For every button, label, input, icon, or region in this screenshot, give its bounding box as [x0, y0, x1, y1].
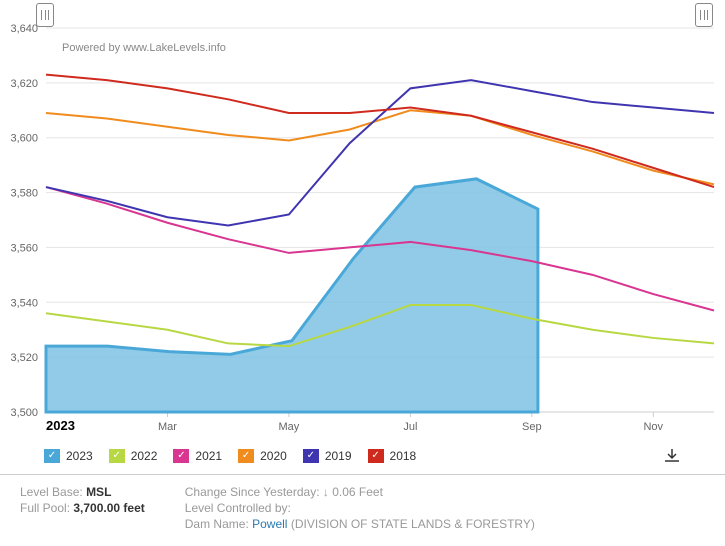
svg-text:3,560: 3,560	[10, 242, 38, 254]
range-handle-left[interactable]	[36, 3, 54, 27]
svg-text:3,640: 3,640	[10, 23, 38, 35]
legend-label: 2022	[131, 449, 158, 463]
powered-by-label: Powered by www.LakeLevels.info	[62, 42, 226, 54]
legend-swatch: ✓	[303, 449, 319, 463]
legend-label: 2019	[325, 449, 352, 463]
legend-label: 2021	[195, 449, 222, 463]
chart-svg: 3,500 3,520 3,540 3,560 3,580 3,600 3,620 3,640…	[0, 0, 725, 440]
series-line-2020	[46, 110, 714, 184]
legend-item-2022[interactable]: ✓ 2022	[109, 449, 158, 463]
legend-swatch: ✓	[44, 449, 60, 463]
check-icon: ✓	[113, 451, 121, 461]
svg-text:Mar: Mar	[158, 421, 177, 433]
change-arrow-icon: ↓	[323, 485, 329, 499]
change-value: 0.06 Feet	[332, 485, 383, 499]
svg-text:Sep: Sep	[522, 421, 542, 433]
series-line-2019	[46, 80, 714, 225]
svg-text:3,580: 3,580	[10, 188, 38, 200]
check-icon: ✓	[177, 451, 185, 461]
svg-text:May: May	[279, 421, 300, 433]
check-icon: ✓	[48, 451, 56, 461]
legend-item-2019[interactable]: ✓ 2019	[303, 449, 352, 463]
controlled-label: Level Controlled by:	[185, 501, 291, 515]
dam-link[interactable]: Powell	[252, 517, 287, 531]
series-line-2018	[46, 75, 714, 187]
download-icon[interactable]	[663, 448, 681, 464]
full-pool-label: Full Pool:	[20, 501, 70, 515]
full-pool-value: 3,700.00 feet	[73, 501, 144, 515]
change-label: Change Since Yesterday:	[185, 485, 320, 499]
legend-swatch: ✓	[109, 449, 125, 463]
legend-swatch: ✓	[238, 449, 254, 463]
legend-label: 2018	[390, 449, 417, 463]
legend-item-2021[interactable]: ✓ 2021	[173, 449, 222, 463]
legend-swatch: ✓	[173, 449, 189, 463]
info-col-left: Level Base: MSL Full Pool: 3,700.00 feet	[20, 485, 145, 531]
svg-text:Nov: Nov	[643, 421, 663, 433]
svg-text:Jul: Jul	[403, 421, 417, 433]
svg-text:3,620: 3,620	[10, 78, 38, 90]
svg-text:3,520: 3,520	[10, 352, 38, 364]
range-handle-right[interactable]	[695, 3, 713, 27]
legend-label: 2023	[66, 449, 93, 463]
check-icon: ✓	[307, 451, 315, 461]
series-area-2023	[46, 179, 538, 412]
check-icon: ✓	[242, 451, 250, 461]
info-col-right: Change Since Yesterday: ↓ 0.06 Feet Leve…	[185, 485, 535, 531]
legend-item-2020[interactable]: ✓ 2020	[238, 449, 287, 463]
svg-text:2023: 2023	[46, 418, 75, 433]
svg-text:3,540: 3,540	[10, 297, 38, 309]
svg-text:3,600: 3,600	[10, 133, 38, 145]
info-panel: Level Base: MSL Full Pool: 3,700.00 feet…	[0, 475, 725, 531]
legend-item-2023[interactable]: ✓ 2023	[44, 449, 93, 463]
dam-suffix: (DIVISION OF STATE LANDS & FORESTRY)	[287, 517, 534, 531]
legend-item-2018[interactable]: ✓ 2018	[368, 449, 417, 463]
level-base-label: Level Base:	[20, 485, 83, 499]
check-icon: ✓	[371, 451, 379, 461]
legend-swatch: ✓	[368, 449, 384, 463]
dam-label: Dam Name:	[185, 517, 249, 531]
legend: ✓ 2023 ✓ 2022 ✓ 2021 ✓ 2020 ✓ 2019 ✓ 2018	[0, 440, 725, 475]
legend-label: 2020	[260, 449, 287, 463]
chart-container: 3,500 3,520 3,540 3,560 3,580 3,600 3,620 3,640…	[0, 0, 725, 440]
svg-text:3,500: 3,500	[10, 407, 38, 419]
level-base-value: MSL	[86, 485, 111, 499]
